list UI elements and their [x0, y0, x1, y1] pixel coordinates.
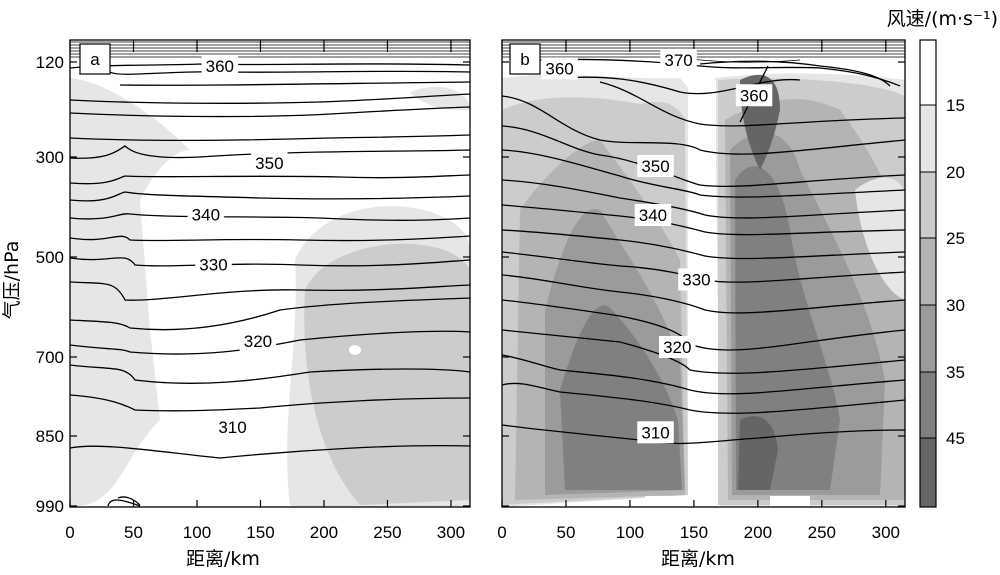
panel-b-x-tick-label: 150 — [680, 523, 708, 542]
y-tick-label: 990 — [36, 497, 64, 516]
colorbar-bin — [920, 305, 936, 372]
colorbar-bin — [920, 238, 936, 305]
panel-a-shading — [70, 78, 470, 507]
panel-a-x-tick-label: 50 — [124, 523, 143, 542]
colorbar-tick-label: 30 — [946, 296, 965, 315]
panel-a-ylabel: 气压/hPa — [1, 241, 23, 320]
panel-b-x-tick-label: 300 — [872, 523, 900, 542]
panel-b-shading — [502, 40, 905, 507]
panel-a-axes: 0 50 100 150 200 250 300 120 300 500 700 850 990 — [36, 40, 470, 542]
contour-label-b: 320 — [663, 338, 691, 357]
contour-label-b: 360 — [545, 59, 573, 78]
contour-label-b: 370 — [664, 51, 692, 70]
panel-b-frame — [501, 39, 906, 508]
panel-b-isentropes — [502, 58, 905, 445]
contour-label-bg — [735, 84, 773, 107]
contour-label-b: 350 — [641, 157, 669, 176]
contour-label-bg — [239, 330, 277, 352]
panel-a-label-text: a — [90, 50, 100, 69]
contour-label-bg — [214, 416, 251, 439]
contour-label-b: 360 — [740, 86, 768, 105]
contour-label-bg — [637, 155, 674, 177]
contour-label-bg — [187, 203, 225, 226]
panel-b-x-tick-label: 250 — [808, 523, 836, 542]
panel-b-xlabel: 距离/km — [661, 548, 735, 570]
colorbar-bin — [920, 172, 936, 238]
panel-b-x-tick-label: 0 — [497, 523, 506, 542]
panel-b-x-tick-label: 50 — [557, 523, 576, 542]
contour-label-a: 320 — [244, 332, 272, 351]
panel-b-label: b — [509, 43, 541, 75]
panel-a-x-tick-label: 0 — [65, 523, 74, 542]
colorbar-bin — [920, 40, 936, 105]
panel-b-x-tick-label: 200 — [744, 523, 772, 542]
y-tick-label: 500 — [36, 248, 64, 267]
panel-a-frame — [69, 39, 471, 508]
panel-a-x-tick-label: 150 — [246, 523, 274, 542]
contour-label-bg — [660, 48, 697, 71]
y-tick-label: 300 — [36, 148, 64, 167]
contour-label-bg — [251, 152, 288, 174]
panel-a-top-lines — [70, 41, 470, 58]
contour-label-b: 340 — [639, 206, 667, 225]
contour-labels: 360 350 340 330 320 310 370 360 360 350 340 330 320 3… — [187, 48, 773, 444]
colorbar-bin — [920, 438, 936, 507]
colorbar-tick-label: 25 — [946, 229, 965, 248]
colorbar-frame — [919, 39, 937, 508]
colorbar-tick-label: 35 — [946, 363, 965, 382]
panel-a-x-tick-label: 250 — [373, 523, 401, 542]
panel-b-axes: 0 50 100 150 200 250 300 — [497, 40, 905, 542]
panel-b-top-lines — [502, 41, 905, 63]
colorbar-title: 风速/(m·s⁻¹) — [887, 8, 998, 30]
colorbar-tick-label: 20 — [946, 163, 965, 182]
contour-label-bg — [634, 204, 672, 226]
y-tick-label: 850 — [36, 427, 64, 446]
contour-label-a: 310 — [218, 418, 246, 437]
panel-b-x-tick-label: 100 — [616, 523, 644, 542]
contour-label-bg — [637, 421, 674, 444]
contour-label-a: 350 — [255, 154, 283, 173]
panel-b — [502, 40, 905, 507]
y-tick-label: 700 — [36, 348, 64, 367]
contour-label-bg — [195, 253, 232, 276]
contour-label-bg — [659, 336, 696, 358]
panel-a-isentropes — [70, 63, 470, 507]
contour-label-bg — [201, 55, 239, 78]
contour-label-a: 340 — [192, 206, 220, 225]
contour-label-b: 310 — [641, 423, 669, 442]
colorbar-bin — [920, 105, 936, 172]
panel-b-label-text: b — [520, 50, 529, 69]
contour-label-b: 330 — [682, 271, 710, 290]
contour-label-a: 330 — [199, 256, 227, 275]
y-tick-label: 120 — [36, 53, 64, 72]
colorbar-tick-label: 45 — [946, 429, 965, 448]
panel-a-xlabel: 距离/km — [186, 548, 260, 570]
panel-a-x-tick-label: 300 — [437, 523, 465, 542]
panel-a-x-tick-label: 100 — [183, 523, 211, 542]
colorbar: 15 20 25 30 35 45 — [919, 39, 965, 508]
panel-a — [70, 41, 470, 507]
colorbar-tick-label: 15 — [946, 96, 965, 115]
contour-label-bg — [678, 268, 715, 291]
panel-a-label: a — [79, 43, 111, 75]
contour-label-a: 360 — [206, 57, 234, 76]
colorbar-bin — [920, 372, 936, 438]
panel-a-x-tick-label: 200 — [310, 523, 338, 542]
contour-label-bg — [541, 57, 578, 80]
